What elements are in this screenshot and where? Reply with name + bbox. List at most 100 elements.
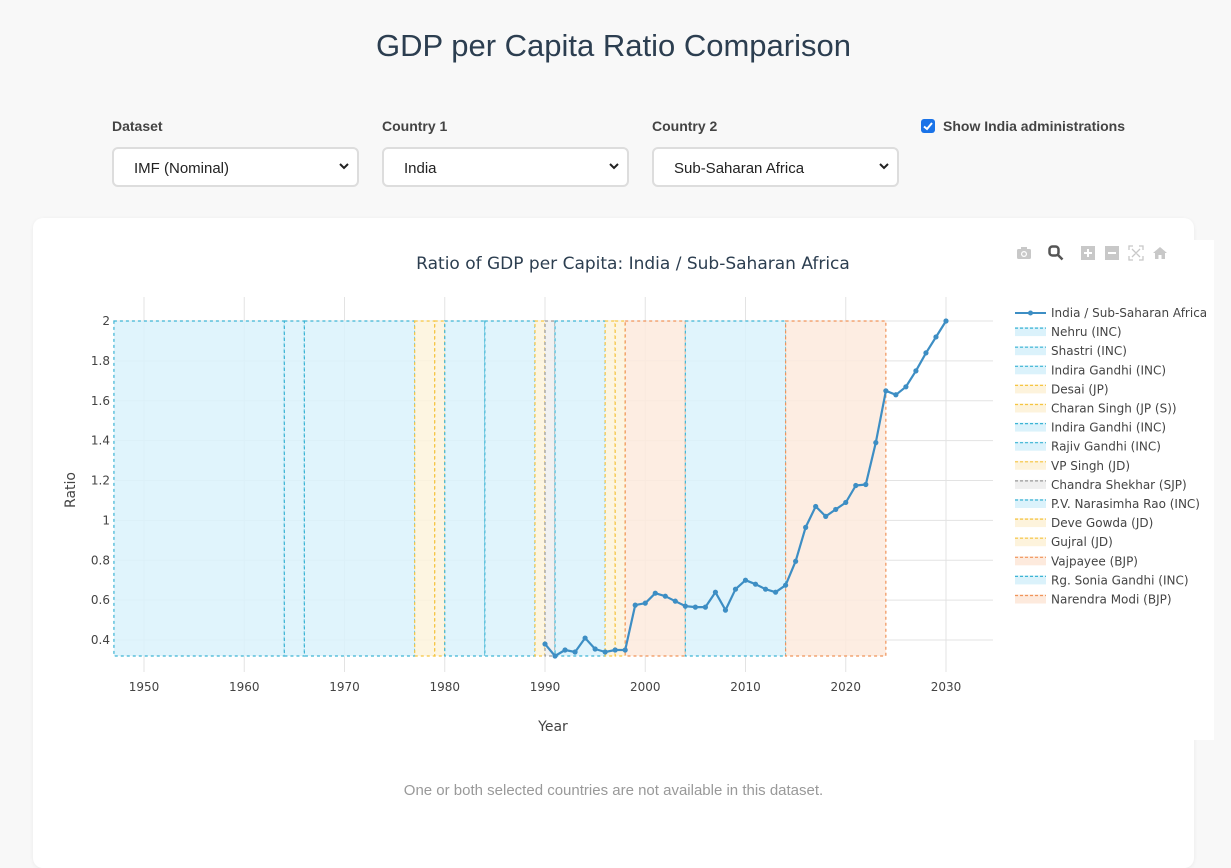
- data-point: [743, 578, 748, 583]
- admin-period: [415, 321, 435, 656]
- data-point: [603, 649, 608, 654]
- legend-item: Deve Gowda (JD): [1015, 516, 1153, 530]
- admin-period: [605, 321, 615, 656]
- x-tick-label: 1960: [229, 680, 260, 694]
- legend-item: P.V. Narasimha Rao (INC): [1015, 497, 1200, 511]
- admin-period: [445, 321, 485, 656]
- data-point: [933, 334, 938, 339]
- legend-item: Rg. Sonia Gandhi (INC): [1015, 573, 1189, 587]
- legend-item: Charan Singh (JP (S)): [1015, 402, 1177, 416]
- data-point: [793, 559, 798, 564]
- y-axis-title: Ratio: [63, 472, 79, 508]
- admin-period: [685, 321, 785, 656]
- data-point: [653, 591, 658, 596]
- zoom-icon[interactable]: [1044, 244, 1068, 262]
- admin-period: [555, 321, 605, 656]
- data-point: [542, 641, 547, 646]
- x-tick-label: 1970: [329, 680, 360, 694]
- legend-marker: [1028, 311, 1033, 316]
- x-tick-label: 2020: [830, 680, 861, 694]
- data-point: [593, 646, 598, 651]
- data-point: [753, 582, 758, 587]
- data-point: [903, 384, 908, 389]
- legend-item: Chandra Shekhar (SJP): [1015, 478, 1187, 492]
- data-point: [923, 350, 928, 355]
- y-tick-label: 1.8: [91, 354, 110, 368]
- legend-item: Indira Gandhi (INC): [1015, 421, 1166, 435]
- data-point: [673, 599, 678, 604]
- admin-period: [615, 321, 625, 656]
- data-point: [813, 504, 818, 509]
- legend-label: VP Singh (JD): [1051, 459, 1130, 473]
- legend-label: Gujral (JD): [1051, 535, 1113, 549]
- admin-period: [535, 321, 545, 656]
- zoom-in-icon[interactable]: [1076, 244, 1100, 262]
- admin-period: [786, 321, 886, 656]
- data-point: [552, 653, 557, 658]
- camera-icon[interactable]: [1012, 244, 1036, 262]
- y-tick-label: 0.8: [91, 553, 110, 567]
- legend-label: Desai (JP): [1051, 382, 1109, 396]
- legend-item: Narendra Modi (BJP): [1015, 593, 1172, 607]
- y-tick-label: 2: [102, 314, 110, 328]
- legend-item: Nehru (INC): [1015, 325, 1122, 339]
- admin-period: [545, 321, 555, 656]
- data-point: [643, 601, 648, 606]
- legend-label: Rajiv Gandhi (INC): [1051, 440, 1161, 454]
- legend-label: Indira Gandhi (INC): [1051, 421, 1166, 435]
- data-point: [823, 514, 828, 519]
- legend-label: Vajpayee (BJP): [1051, 554, 1138, 568]
- data-point: [693, 605, 698, 610]
- legend-label: Nehru (INC): [1051, 325, 1122, 339]
- legend-label: Shastri (INC): [1051, 344, 1127, 358]
- y-tick-label: 1.6: [91, 394, 110, 408]
- data-point: [733, 587, 738, 592]
- data-point: [803, 525, 808, 530]
- chart-title: Ratio of GDP per Capita: India / Sub-Sah…: [416, 254, 850, 274]
- data-point: [583, 635, 588, 640]
- legend-label: Indira Gandhi (INC): [1051, 363, 1166, 377]
- y-tick-label: 1.2: [91, 474, 110, 488]
- autoscale-icon[interactable]: [1124, 244, 1148, 262]
- legend-label: Charan Singh (JP (S)): [1051, 402, 1177, 416]
- data-point: [873, 440, 878, 445]
- data-point: [913, 368, 918, 373]
- legend-label: Narendra Modi (BJP): [1051, 593, 1172, 607]
- data-point: [683, 604, 688, 609]
- data-point: [562, 647, 567, 652]
- admin-period: [485, 321, 535, 656]
- data-point: [843, 500, 848, 505]
- data-point: [613, 647, 618, 652]
- zoom-out-icon[interactable]: [1100, 244, 1124, 262]
- data-point: [783, 583, 788, 588]
- data-point: [713, 590, 718, 595]
- data-point: [863, 482, 868, 487]
- legend-item: Shastri (INC): [1015, 344, 1127, 358]
- admin-period: [284, 321, 304, 656]
- y-tick-label: 0.4: [91, 633, 110, 647]
- data-point: [663, 594, 668, 599]
- y-tick-label: 1: [102, 513, 110, 527]
- data-point: [883, 388, 888, 393]
- x-tick-label: 1950: [129, 680, 160, 694]
- legend-item: VP Singh (JD): [1015, 459, 1130, 473]
- legend-item: Rajiv Gandhi (INC): [1015, 440, 1161, 454]
- data-point: [853, 483, 858, 488]
- y-tick-label: 0.6: [91, 593, 110, 607]
- admin-period: [114, 321, 284, 656]
- y-tick-label: 1.4: [91, 434, 110, 448]
- legend-item: Desai (JP): [1015, 382, 1109, 396]
- admin-period: [304, 321, 414, 656]
- x-tick-label: 1980: [429, 680, 460, 694]
- availability-message: One or both selected countries are not a…: [0, 782, 1227, 799]
- legend-label: Deve Gowda (JD): [1051, 516, 1153, 530]
- x-tick-label: 2030: [931, 680, 962, 694]
- data-point: [572, 649, 577, 654]
- home-icon[interactable]: [1148, 244, 1172, 262]
- x-tick-label: 1990: [530, 680, 561, 694]
- admin-period: [435, 321, 445, 656]
- data-point: [623, 647, 628, 652]
- data-point: [833, 507, 838, 512]
- x-axis-title: Year: [537, 719, 568, 735]
